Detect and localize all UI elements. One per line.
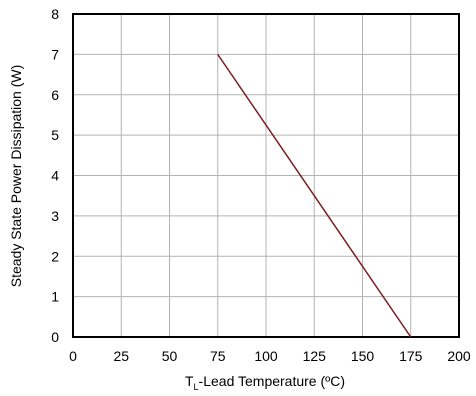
series-line-0 bbox=[217, 53, 412, 338]
x-tick-label-150: 150 bbox=[351, 348, 375, 364]
x-tick-label-125: 125 bbox=[303, 348, 327, 364]
y-tick-label-0: 0 bbox=[51, 329, 59, 345]
y-tick-label-7: 7 bbox=[51, 46, 59, 62]
y-tick-labels: 0 1 2 3 4 5 6 7 8 bbox=[51, 6, 59, 345]
y-tick-label-6: 6 bbox=[51, 87, 59, 103]
x-tick-label-175: 175 bbox=[399, 348, 423, 364]
y-tick-label-1: 1 bbox=[51, 289, 59, 305]
x-tick-label-100: 100 bbox=[254, 348, 278, 364]
x-axis-title-rest: -Lead Temperature (ºC) bbox=[199, 373, 345, 389]
x-tick-label-50: 50 bbox=[162, 348, 178, 364]
grid bbox=[72, 13, 460, 338]
x-tick-labels: 0 25 50 75 100 125 150 175 200 bbox=[69, 348, 471, 364]
y-tick-label-2: 2 bbox=[51, 248, 59, 264]
y-tick-label-3: 3 bbox=[51, 208, 59, 224]
plot-frame bbox=[72, 13, 460, 338]
y-tick-label-4: 4 bbox=[51, 168, 59, 184]
y-tick-label-8: 8 bbox=[51, 6, 59, 22]
x-tick-label-200: 200 bbox=[447, 348, 471, 364]
x-tick-label-75: 75 bbox=[210, 348, 226, 364]
x-axis-title-main: T bbox=[185, 373, 194, 389]
x-axis-title: TL-Lead Temperature (ºC) bbox=[185, 373, 345, 392]
x-tick-label-0: 0 bbox=[69, 348, 77, 364]
x-axis-title-subscript: L bbox=[194, 382, 199, 392]
y-axis-title: Steady State Power Dissipation (W) bbox=[8, 65, 24, 288]
series-group bbox=[217, 53, 412, 338]
y-tick-label-5: 5 bbox=[51, 127, 59, 143]
x-tick-label-25: 25 bbox=[113, 348, 129, 364]
